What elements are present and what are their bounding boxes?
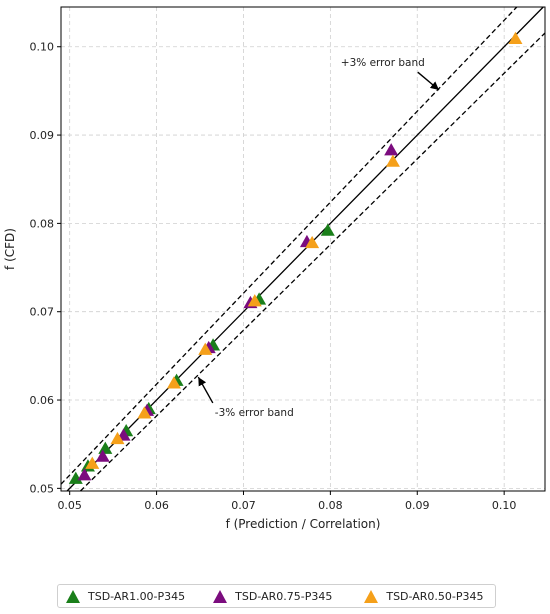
x-tick-label: 0.10 [492,499,517,512]
y-tick-label: 0.08 [30,217,55,230]
data-point-triangle [95,449,110,462]
y-tick-label: 0.09 [30,129,55,142]
axis-ticks: 0.05 0.06 0.07 0.08 0.09 0.10 0.05 0.06 0.07 0.08… [30,41,517,512]
legend-label: TSD-AR1.00-P345 [88,589,186,603]
data-point-triangle [508,31,523,45]
legend-item-ar050: TSD-AR0.50-P345 [364,589,484,603]
data-point-triangle [77,468,92,481]
lower-error-band-line [79,32,546,492]
annotation-arrow [417,71,440,91]
x-tick-label: 0.05 [57,499,82,512]
legend-label: TSD-AR0.50-P345 [386,589,484,603]
legend-marker-triangle [66,589,80,603]
data-point-triangle [85,456,100,469]
annotation-arrow [197,376,214,404]
legend: TSD-AR1.00-P345 TSD-AR0.75-P345 TSD-AR0.… [57,584,496,608]
data-point-triangle [385,154,400,167]
data-point-triangle [247,294,262,307]
data-point-triangle [137,406,152,419]
data-points [68,31,523,484]
annotations: +3% error band -3% error band [197,57,440,419]
upper-error-band-line [60,6,518,485]
legend-marker-triangle [364,589,379,603]
x-tick-label: 0.06 [144,499,169,512]
y-axis-label: f (CFD) [3,228,17,270]
y-tick-label: 0.06 [30,394,55,407]
data-point-triangle [305,235,320,249]
grid [61,7,545,491]
y-tick-label: 0.10 [30,41,55,54]
x-tick-label: 0.09 [405,499,430,512]
legend-label: TSD-AR0.75-P345 [235,589,333,603]
legend-marker-triangle [213,589,228,603]
reference-lines [60,6,546,492]
data-point-triangle [320,223,335,236]
data-point-triangle [110,431,125,445]
data-point-triangle [198,342,213,355]
x-tick-label: 0.07 [231,499,256,512]
legend-item-ar075: TSD-AR0.75-P345 [213,589,333,603]
y-tick-label: 0.07 [30,306,55,319]
data-point-triangle [384,143,399,156]
x-tick-label: 0.08 [318,499,343,512]
legend-item-ar100: TSD-AR1.00-P345 [66,589,186,603]
upper-band-annotation: +3% error band [341,57,425,69]
lower-band-annotation: -3% error band [215,407,294,419]
data-point-triangle [98,441,113,454]
x-axis-label: f (Prediction / Correlation) [226,517,381,531]
data-point-triangle [68,471,83,484]
plot-area-frame [60,6,546,492]
data-point-triangle [166,376,181,389]
y-tick-label: 0.05 [30,482,55,495]
